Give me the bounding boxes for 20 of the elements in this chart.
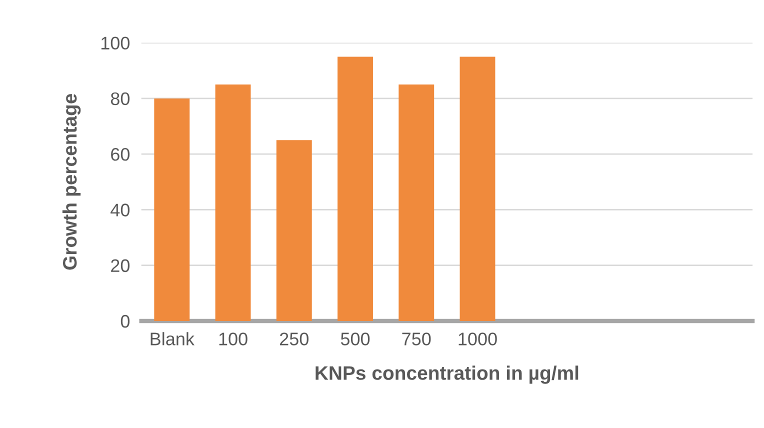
x-tick-label: 250 — [280, 332, 308, 346]
x-tick-label: Blank — [150, 332, 195, 346]
y-axis-title: Growth percentage — [62, 94, 81, 270]
y-tick-label: 20 — [111, 259, 130, 272]
bar — [398, 84, 434, 321]
bar — [276, 140, 312, 321]
bar — [154, 98, 190, 321]
bar — [215, 84, 251, 321]
y-tick-label: 0 — [120, 314, 130, 328]
y-tick-label: 40 — [110, 204, 130, 216]
y-tick-label: 100 — [101, 36, 130, 50]
bar — [338, 56, 373, 321]
x-tick-label: 750 — [402, 332, 431, 346]
y-tick-label: 80 — [110, 92, 130, 106]
y-tick-label: 60 — [111, 148, 130, 161]
x-tick-label: 100 — [219, 332, 248, 346]
x-axis-title: KNPs concentration in µg/ml — [316, 366, 578, 384]
x-tick-label: 500 — [340, 332, 370, 346]
bar — [460, 56, 496, 321]
x-tick-label: 1000 — [458, 332, 497, 346]
